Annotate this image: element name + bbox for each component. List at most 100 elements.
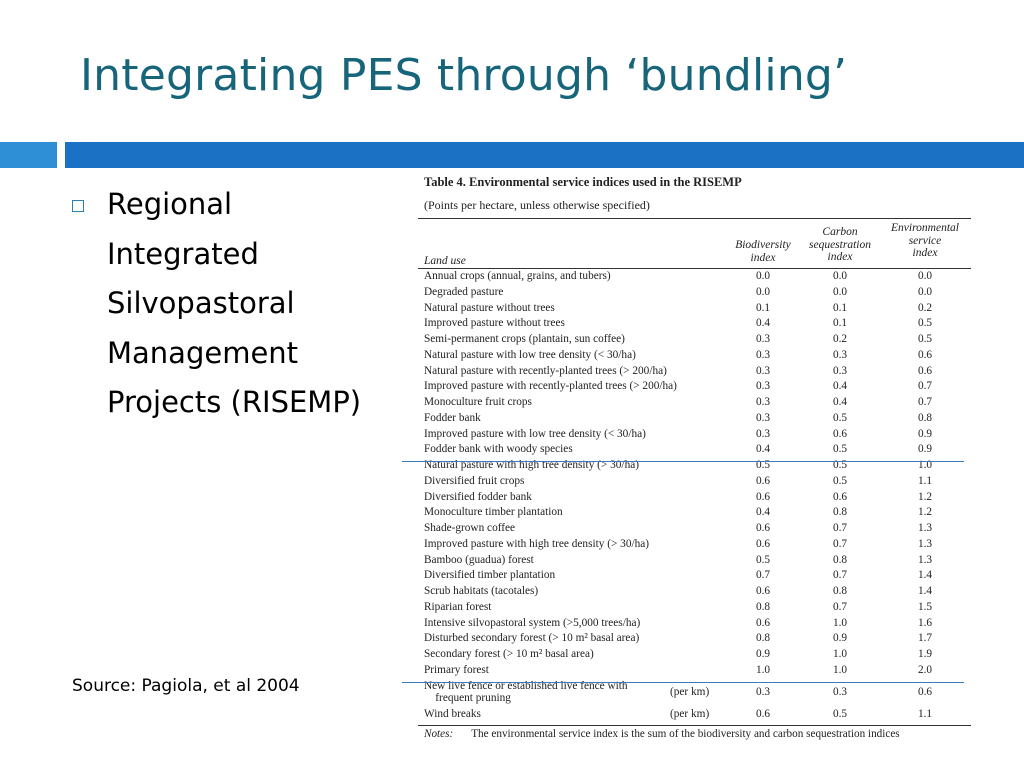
cell-land-use: Disturbed secondary forest (> 10 m² basa… [424, 632, 640, 645]
cell-carbon: 0.2 [832, 333, 848, 345]
cell-environmental: 0.9 [917, 443, 933, 456]
table-row: Shade-grown coffee 0.6 0.7 1.3 [418, 521, 971, 537]
cell-carbon: 0.7 [832, 522, 848, 534]
cell-biodiversity: 0.9 [755, 648, 771, 660]
cell-biodiversity: 0.3 [755, 380, 771, 393]
cell-carbon: 0.6 [832, 427, 848, 440]
cell-biodiversity: 0.4 [755, 443, 771, 456]
cell-environmental: 1.4 [917, 585, 933, 597]
cell-land-use: Secondary forest (> 10 m² basal area) [424, 648, 594, 660]
cell-land-use: Natural pasture without trees [424, 301, 555, 314]
cell-biodiversity: 0.3 [755, 364, 771, 377]
cell-land-use: Monoculture timber plantation [424, 506, 563, 519]
cell-biodiversity: 0.3 [755, 348, 771, 361]
cell-environmental: 0.5 [917, 333, 933, 345]
cell-carbon: 0.0 [832, 270, 848, 282]
source-citation: Source: Pagiola, et al 2004 [72, 676, 300, 696]
cell-carbon: 0.0 [832, 285, 848, 298]
highlight-line-upper [402, 461, 964, 462]
table-row: Intensive silvopastoral system (>5,000 t… [418, 616, 971, 632]
cell-environmental: 1.9 [917, 648, 933, 660]
cell-carbon: 0.1 [832, 317, 848, 330]
cell-land-use: Monoculture fruit crops [424, 396, 532, 408]
notes-text: The environmental service index is the s… [471, 728, 900, 740]
cell-biodiversity: 0.3 [755, 411, 771, 424]
table-row: Monoculture timber plantation 0.4 0.8 1.2 [418, 505, 971, 521]
cell-land-use: Semi-permanent crops (plantain, sun coff… [424, 333, 625, 345]
cell-biodiversity: 0.6 [755, 474, 771, 487]
cell-biodiversity: 0.5 [755, 553, 771, 566]
table-row: Natural pasture with low tree density (<… [418, 348, 971, 364]
cell-land-use: Diversified fruit crops [424, 474, 525, 487]
table-row: Semi-permanent crops (plantain, sun coff… [418, 332, 971, 348]
cell-biodiversity: 0.8 [755, 632, 771, 645]
cell-environmental: 0.8 [917, 411, 933, 424]
cell-land-use: Improved pasture with low tree density (… [424, 427, 646, 440]
cell-land-use: Fodder bank [424, 411, 481, 424]
cell-carbon: 0.5 [832, 443, 848, 456]
cell-carbon: 0.8 [832, 553, 848, 566]
cell-land-use: Annual crops (annual, grains, and tubers… [424, 270, 611, 282]
cell-environmental: 0.0 [917, 285, 933, 298]
cell-carbon: 0.9 [832, 632, 848, 645]
cell-biodiversity: 0.4 [755, 317, 771, 330]
table-row: Improved pasture with high tree density … [418, 537, 971, 553]
notes-label: Notes: [424, 728, 454, 740]
cell-biodiversity: 0.3 [755, 333, 771, 345]
cell-biodiversity: 0.6 [755, 522, 771, 534]
cell-land-use: Intensive silvopastoral system (>5,000 t… [424, 616, 641, 629]
table-row: Diversified timber plantation 0.7 0.7 1.4 [418, 568, 971, 584]
bullet-text: Regional Integrated Silvopastoral Manage… [107, 187, 362, 419]
cell-carbon: 0.4 [832, 380, 848, 393]
table-row: Scrub habitats (tacotales) 0.6 0.8 1.4 [418, 584, 971, 600]
cell-land-use: New live fence or established live fence… [424, 679, 628, 705]
cell-biodiversity: 0.1 [755, 301, 771, 314]
cell-land-use: Wind breaks [424, 707, 481, 720]
table-row: Diversified fodder bank 0.6 0.6 1.2 [418, 490, 971, 506]
cell-carbon: 1.0 [832, 663, 848, 676]
table-row: Primary forest 1.0 1.0 2.0 [418, 663, 971, 679]
table-row: Improved pasture without trees 0.4 0.1 0.5 [418, 316, 971, 332]
cell-land-use: Bamboo (guadua) forest [424, 553, 534, 566]
cell-environmental: 0.6 [917, 685, 933, 698]
table-row: Natural pasture with high tree density (… [418, 458, 971, 474]
cell-environmental: 1.1 [917, 707, 933, 720]
cell-land-use: Diversified fodder bank [424, 490, 532, 503]
cell-biodiversity: 0.3 [755, 427, 771, 440]
cell-biodiversity: 0.4 [755, 506, 771, 519]
cell-land-use: Natural pasture with recently-planted tr… [424, 364, 667, 377]
cell-land-use: Degraded pasture [424, 285, 504, 298]
cell-carbon: 0.3 [832, 685, 848, 698]
cell-environmental: 0.7 [917, 380, 933, 393]
cell-environmental: 0.9 [917, 427, 933, 440]
cell-land-use: Primary forest [424, 663, 489, 676]
table-row: Riparian forest 0.8 0.7 1.5 [418, 600, 971, 616]
cell-biodiversity: 0.6 [755, 585, 771, 597]
cell-environmental: 1.3 [917, 537, 933, 550]
header-biodiversity: Biodiversity index [735, 239, 791, 264]
cell-land-use: Natural pasture with high tree density (… [424, 459, 639, 471]
cell-carbon: 1.0 [832, 616, 848, 629]
cell-carbon: 0.7 [832, 600, 848, 613]
cell-biodiversity: 1.0 [755, 663, 771, 676]
table-bottom-rule [418, 725, 971, 726]
cell-environmental: 0.6 [917, 348, 933, 361]
slide-title: Integrating PES through ‘bundling’ [80, 50, 848, 101]
cell-land-use: Improved pasture without trees [424, 317, 565, 330]
cell-land-use: Natural pasture with low tree density (<… [424, 348, 636, 361]
cell-carbon: 0.3 [832, 364, 848, 377]
cell-carbon: 0.5 [832, 459, 848, 471]
table-row: Fodder bank with woody species 0.4 0.5 0.9 [418, 442, 971, 458]
table-title: Table 4. Environmental service indices u… [424, 175, 742, 189]
cell-environmental: 1.2 [917, 506, 933, 519]
header-land-use: Land use [424, 255, 466, 267]
square-bullet-icon [72, 200, 84, 212]
cell-carbon: 0.1 [832, 301, 848, 314]
cell-carbon: 0.8 [832, 506, 848, 519]
cell-environmental: 1.6 [917, 616, 933, 629]
cell-environmental: 1.7 [917, 632, 933, 645]
cell-biodiversity: 0.3 [755, 685, 771, 698]
cell-land-use: Improved pasture with high tree density … [424, 537, 650, 550]
cell-biodiversity: 0.0 [755, 270, 771, 282]
cell-land-use: Fodder bank with woody species [424, 443, 573, 456]
